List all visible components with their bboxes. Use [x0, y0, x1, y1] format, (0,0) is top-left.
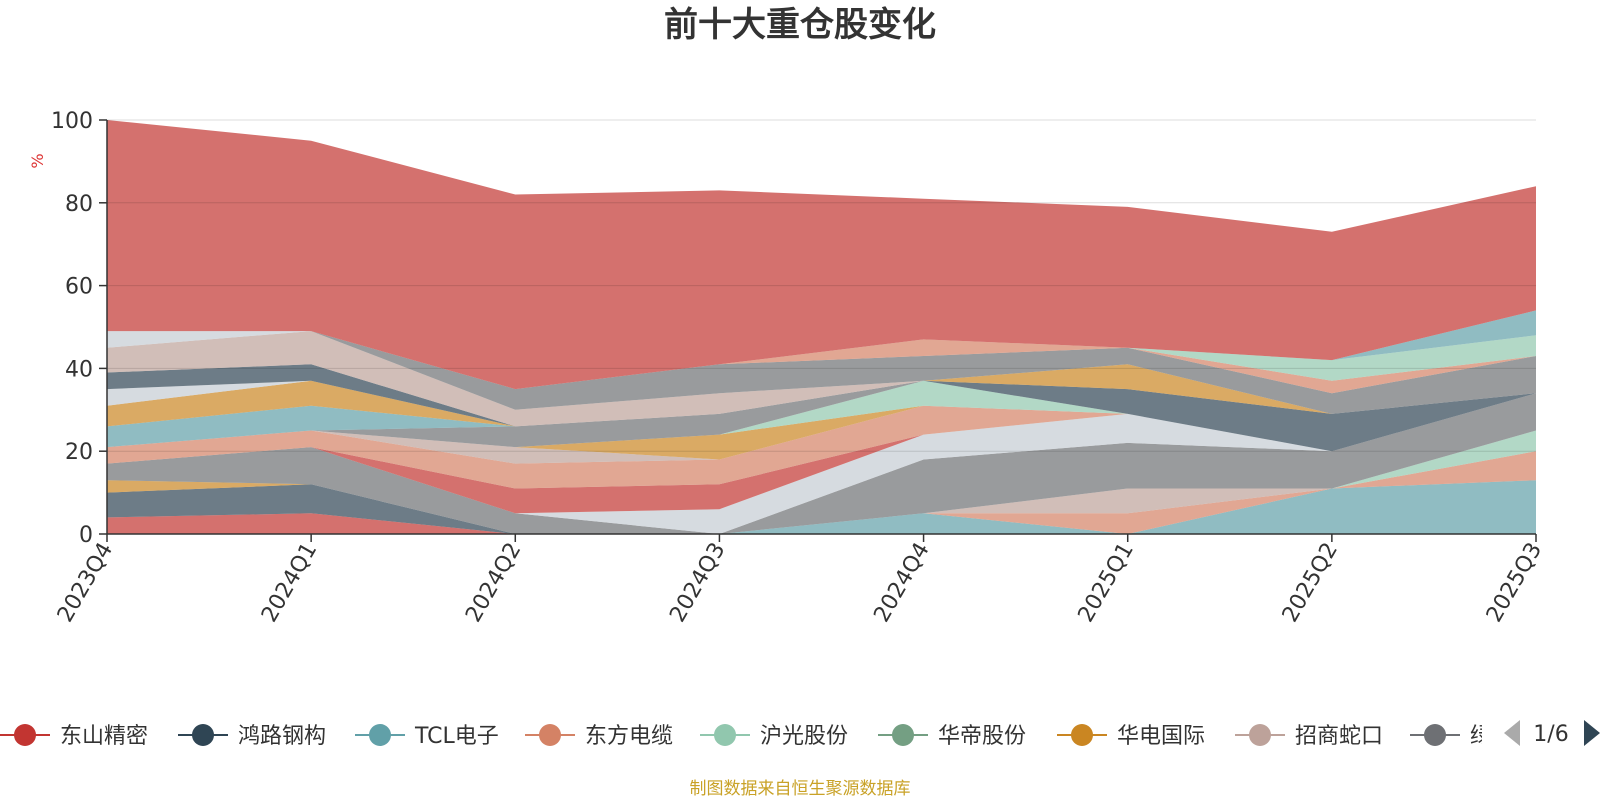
legend-label: 招商蛇口 — [1295, 724, 1383, 749]
legend-item[interactable]: 招商蛇口 — [1235, 724, 1383, 749]
x-tick-label: 2025Q2 — [1278, 539, 1343, 627]
y-axis-unit: % — [28, 153, 47, 168]
area-series-14 — [107, 393, 1536, 460]
legend-label: 华帝股份 — [938, 724, 1026, 749]
area-series-22 — [107, 364, 1536, 427]
area-series-17 — [107, 380, 1536, 452]
area-series-9 — [107, 393, 1536, 534]
legend-page-indicator: 1/6 — [1533, 722, 1568, 747]
y-tick-label: 60 — [65, 275, 93, 300]
legend-marker — [892, 724, 914, 746]
legend-label: 绿的谐波 — [1470, 724, 1558, 749]
legend-item[interactable]: 沪光股份 — [700, 724, 848, 749]
y-tick-label: 20 — [65, 440, 93, 465]
area-series-4 — [107, 451, 1536, 534]
legend-item[interactable]: 鸿路钢构 — [178, 724, 326, 749]
area-series-13 — [107, 393, 1536, 464]
legend-marker — [539, 724, 561, 746]
legend-label: 华电国际 — [1117, 724, 1205, 749]
area-series-16 — [107, 380, 1536, 452]
legend-item[interactable]: 东山精密 — [0, 724, 148, 749]
y-tick-label: 100 — [51, 109, 93, 134]
area-series-2 — [107, 484, 1536, 534]
legend-label: 鸿路钢构 — [238, 724, 326, 749]
legend-item[interactable]: 绿的谐波 — [1410, 724, 1558, 749]
area-series-1 — [107, 513, 1536, 534]
area-series-23 — [107, 331, 1536, 427]
legend-marker — [14, 724, 36, 746]
x-tick-label: 2024Q4 — [869, 539, 934, 627]
data-source-note: 制图数据来自恒生聚源数据库 — [690, 779, 911, 799]
legend: 东山精密 鸿路钢构 TCL电子 东方电缆 沪光股份 华帝股份 华电国际 招商蛇口 绿的谐波 — [0, 724, 1558, 749]
legend-marker — [369, 724, 391, 746]
y-tick-label: 80 — [65, 192, 93, 217]
legend-marker — [192, 724, 214, 746]
x-tick-label: 2023Q4 — [53, 539, 118, 627]
grid-layer — [107, 119, 1536, 452]
area-series-25 — [107, 331, 1536, 414]
legend-item[interactable]: 华帝股份 — [878, 724, 1026, 749]
area-series-29 — [107, 120, 1536, 390]
y-tick-label: 0 — [79, 523, 93, 548]
chart-title: 前十大重仓股变化 — [664, 5, 936, 45]
x-tick-label: 2024Q1 — [257, 539, 322, 627]
x-tick-label: 2024Q2 — [461, 539, 526, 627]
x-tick-label: 2025Q3 — [1482, 539, 1547, 627]
legend-next-icon[interactable] — [1584, 720, 1600, 746]
legend-prev-icon[interactable] — [1504, 720, 1520, 746]
legend-marker — [1424, 724, 1446, 746]
x-tick-label: 2024Q3 — [665, 539, 730, 627]
legend-item[interactable]: TCL电子 — [355, 724, 499, 749]
legend-label: 东山精密 — [60, 724, 148, 749]
legend-label: TCL电子 — [414, 724, 499, 749]
area-series-10 — [107, 393, 1536, 534]
legend-marker — [1071, 724, 1093, 746]
legend-item[interactable]: 华电国际 — [1057, 724, 1205, 749]
y-tick-label: 40 — [65, 357, 93, 382]
legend-label: 沪光股份 — [760, 724, 848, 749]
area-series-15 — [107, 380, 1536, 452]
x-tick-label: 2025Q1 — [1074, 539, 1139, 627]
legend-pager: 1/6 — [1504, 720, 1600, 747]
legend-label: 东方电缆 — [585, 724, 673, 749]
series-layer — [107, 120, 1536, 534]
legend-marker — [714, 724, 736, 746]
area-series-20 — [107, 364, 1536, 427]
area-series-12 — [107, 393, 1536, 489]
legend-items: 东山精密 鸿路钢构 TCL电子 东方电缆 沪光股份 华帝股份 华电国际 招商蛇口 绿的谐波 — [0, 724, 1558, 749]
area-series-3 — [107, 480, 1536, 534]
legend-item[interactable]: 东方电缆 — [525, 724, 673, 749]
legend-marker — [1249, 724, 1271, 746]
